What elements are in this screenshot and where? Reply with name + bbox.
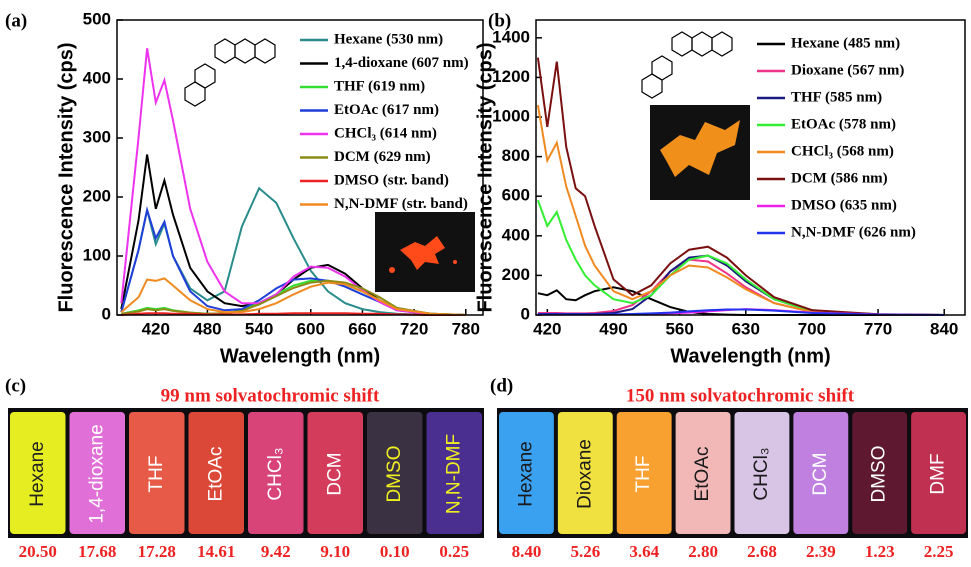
x-tick-label: 660	[348, 319, 376, 338]
legend-label: Hexane (485 nm)	[791, 35, 900, 51]
x-tick-label: 420	[533, 319, 561, 338]
quantum-yield: 1.23	[865, 542, 895, 561]
x-tick-label: 630	[732, 319, 760, 338]
quantum-yield: 2.25	[924, 542, 954, 561]
legend-label: DCM (586 nm)	[791, 170, 888, 186]
y-tick-label: 100	[83, 245, 111, 264]
panel-label: (a)	[5, 10, 27, 31]
y-tick-label: 300	[83, 127, 111, 146]
vial-label: EtOAc	[205, 447, 226, 502]
y-tick-label: 800	[502, 146, 530, 165]
y-axis-label: Fluorescence Intensity (cps)	[474, 42, 496, 312]
panel-title: 150 nm solvatochromic shift	[626, 385, 855, 406]
x-tick-label: 720	[400, 319, 428, 338]
inset-photo-a	[375, 212, 475, 292]
vial-label: DCM	[810, 452, 831, 495]
quantum-yield: 17.68	[78, 542, 116, 561]
legend-label: DMSO (635 nm)	[791, 197, 897, 213]
x-axis-label: Wavelength (nm)	[670, 345, 830, 367]
x-tick-label: 780	[452, 319, 480, 338]
x-tick-label: 600	[297, 319, 325, 338]
x-tick-label: 540	[245, 319, 273, 338]
molecule-a	[185, 39, 275, 106]
legend-label: 1,4-dioxane (607 nm)	[334, 55, 469, 71]
quantum-yield: 17.28	[138, 542, 176, 561]
y-tick-label: 400	[502, 225, 530, 244]
legend-label: CHCl₃ (568 nm)	[791, 143, 894, 159]
y-tick-label: 1200	[492, 67, 530, 86]
x-tick-label: 490	[599, 319, 627, 338]
vial-label: DMSO	[869, 446, 890, 503]
legend-label: N,N-DMF (str. band)	[334, 196, 468, 212]
quantum-yield: 8.40	[512, 542, 542, 561]
quantum-yield: 9.10	[320, 542, 350, 561]
y-tick-label: 1000	[492, 106, 530, 125]
y-axis-label: Fluorescence Intensity (cps)	[55, 42, 77, 312]
x-tick-label: 560	[665, 319, 693, 338]
vial-label: Hexane	[515, 441, 536, 507]
vial-label: Hexane	[27, 441, 48, 507]
y-tick-label: 200	[502, 265, 530, 284]
vial-label: Dioxane	[574, 439, 595, 509]
panel-label: (d)	[490, 375, 513, 396]
legend-label: EtOAc (617 nm)	[334, 102, 439, 118]
legend-label: N,N-DMF (626 nm)	[791, 224, 916, 240]
x-tick-label: 840	[930, 319, 958, 338]
legend-label: THF (619 nm)	[334, 78, 425, 94]
y-tick-label: 0	[102, 304, 111, 323]
y-tick-label: 400	[83, 68, 111, 87]
quantum-yield: 2.68	[747, 542, 777, 561]
legend-label: EtOAc (578 nm)	[791, 116, 896, 132]
series-line	[538, 200, 944, 315]
quantum-yield: 2.39	[806, 542, 836, 561]
quantum-yield: 20.50	[19, 542, 57, 561]
y-tick-label: 200	[83, 186, 111, 205]
quantum-yield: 3.64	[629, 542, 659, 561]
figure: (a) 0 100 200 300 400 500 420 480 540 600 660 720 780…	[0, 0, 971, 567]
y-tick-label: 0	[521, 304, 530, 323]
inset-photo-b	[650, 105, 750, 200]
legend-label: CHCl₃ (614 nm)	[334, 125, 437, 141]
vial-label: CHCl₃	[751, 447, 772, 500]
panel-label: (c)	[5, 375, 26, 396]
quantum-yield: 9.42	[261, 542, 291, 561]
vial-label: N,N-DMF	[443, 434, 464, 514]
series-line	[538, 287, 944, 315]
vial-label: DMF	[928, 453, 949, 494]
vial-label: EtOAc	[692, 447, 713, 502]
quantum-yield: 2.80	[688, 542, 718, 561]
vial-label: 1,4-dioxane	[86, 424, 107, 523]
molecule-b	[642, 32, 732, 98]
quantum-yield: 14.61	[197, 542, 235, 561]
vial-label: CHCl₃	[265, 447, 286, 500]
x-tick-label: 480	[193, 319, 221, 338]
x-tick-label: 420	[142, 319, 170, 338]
quantum-yield: 5.26	[570, 542, 600, 561]
quantum-yield: 0.25	[439, 542, 469, 561]
x-tick-label: 770	[864, 319, 892, 338]
legend-label: DMSO (str. band)	[334, 172, 449, 188]
y-tick-label: 1400	[492, 27, 530, 46]
legend-label: THF (585 nm)	[791, 89, 882, 105]
y-tick-label: 600	[502, 186, 530, 205]
panel-title: 99 nm solvatochromic shift	[161, 385, 380, 406]
x-axis-label: Wavelength (nm)	[220, 345, 380, 367]
vial-label: DMSO	[384, 446, 405, 503]
x-tick-label: 700	[798, 319, 826, 338]
vial-label: THF	[146, 456, 167, 493]
legend-label: Dioxane (567 nm)	[791, 62, 904, 78]
legend-label: Hexane (530 nm)	[334, 31, 443, 47]
legend-label: DCM (629 nm)	[334, 149, 431, 165]
quantum-yield: 0.10	[380, 542, 410, 561]
vial-label: THF	[633, 456, 654, 493]
vial-label: DCM	[324, 452, 345, 495]
y-tick-label: 500	[83, 9, 111, 28]
